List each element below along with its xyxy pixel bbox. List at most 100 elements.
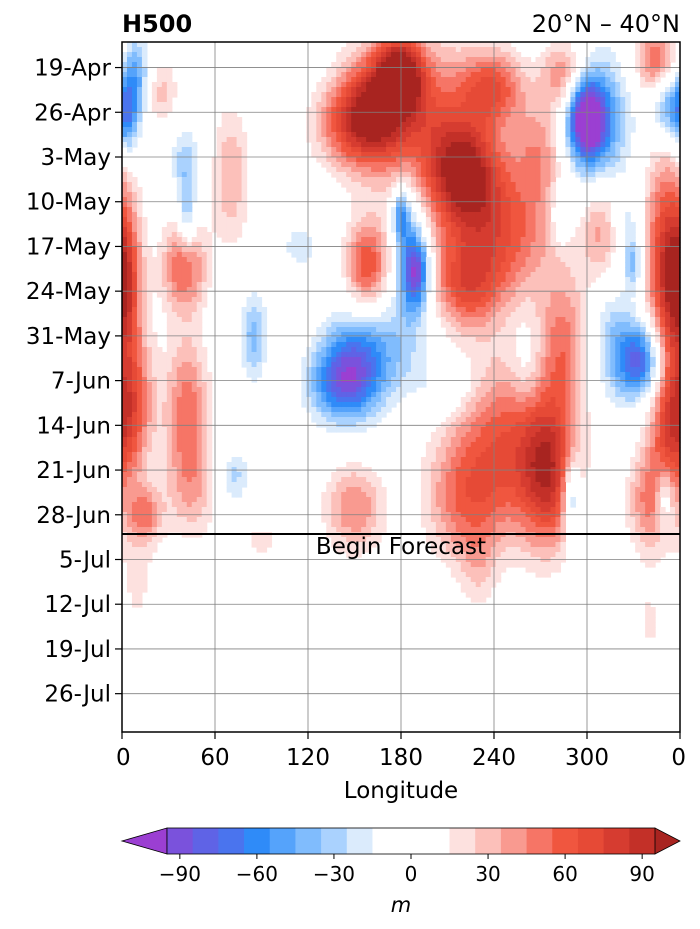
anomaly-cell <box>475 337 482 343</box>
anomaly-cell <box>176 147 183 153</box>
anomaly-cell <box>600 157 606 163</box>
anomaly-cell <box>590 232 596 238</box>
anomaly-cell <box>351 367 357 373</box>
anomaly-cell <box>361 142 367 148</box>
anomaly-cell <box>515 57 522 63</box>
anomaly-cell <box>595 92 601 98</box>
anomaly-cell <box>131 107 138 113</box>
anomaly-cell <box>545 327 552 333</box>
anomaly-cell <box>450 62 457 68</box>
anomaly-cell <box>136 267 143 273</box>
anomaly-cell <box>151 357 158 363</box>
anomaly-cell <box>381 202 387 208</box>
anomaly-cell <box>376 192 382 198</box>
anomaly-cell <box>151 82 158 88</box>
anomaly-cell <box>440 87 447 93</box>
anomaly-cell <box>425 162 432 168</box>
anomaly-cell <box>336 122 342 128</box>
anomaly-cell <box>231 217 238 223</box>
anomaly-cell <box>470 297 477 303</box>
anomaly-cell <box>545 72 552 78</box>
anomaly-cell <box>530 107 537 113</box>
anomaly-cell <box>535 202 542 208</box>
anomaly-cell <box>585 172 591 178</box>
anomaly-cell <box>231 152 238 158</box>
anomaly-cell <box>256 347 263 353</box>
anomaly-cell <box>545 92 552 98</box>
anomaly-cell <box>520 197 527 203</box>
anomaly-cell <box>376 227 382 233</box>
anomaly-cell <box>306 347 312 353</box>
anomaly-cell <box>445 52 452 58</box>
anomaly-cell <box>655 177 661 183</box>
anomaly-cell <box>366 47 372 53</box>
anomaly-cell <box>490 72 497 78</box>
anomaly-cell <box>625 282 631 288</box>
anomaly-cell <box>136 257 143 263</box>
anomaly-cell <box>301 357 307 363</box>
anomaly-cell <box>435 187 442 193</box>
anomaly-cell <box>545 277 552 283</box>
anomaly-cell <box>570 162 576 168</box>
anomaly-cell <box>605 357 611 363</box>
anomaly-cell <box>565 122 571 128</box>
anomaly-cell <box>525 187 532 193</box>
anomaly-cell <box>336 112 342 118</box>
anomaly-cell <box>535 127 542 133</box>
anomaly-cell <box>470 362 477 368</box>
anomaly-cell <box>415 197 422 203</box>
anomaly-cell <box>445 152 452 158</box>
anomaly-cell <box>445 57 452 63</box>
anomaly-cell <box>211 207 218 213</box>
anomaly-cell <box>171 237 178 243</box>
anomaly-cell <box>645 77 651 83</box>
anomaly-cell <box>366 147 372 153</box>
anomaly-cell <box>376 332 382 338</box>
anomaly-cell <box>485 377 492 383</box>
anomaly-cell <box>415 342 422 348</box>
anomaly-cell <box>550 292 557 298</box>
anomaly-cell <box>605 352 611 358</box>
anomaly-cell <box>226 157 233 163</box>
anomaly-cell <box>251 342 258 348</box>
anomaly-cell <box>670 47 676 53</box>
anomaly-cell <box>356 77 362 83</box>
anomaly-cell <box>221 112 228 118</box>
anomaly-cell <box>181 182 188 188</box>
anomaly-cell <box>675 127 681 133</box>
anomaly-cell <box>645 62 651 68</box>
anomaly-cell <box>655 312 661 318</box>
anomaly-cell <box>401 67 407 73</box>
anomaly-cell <box>410 372 417 378</box>
anomaly-cell <box>625 127 631 133</box>
anomaly-cell <box>321 162 327 168</box>
anomaly-cell <box>371 87 377 93</box>
anomaly-cell <box>490 342 497 348</box>
anomaly-cell <box>515 377 522 383</box>
anomaly-cell <box>126 147 133 153</box>
anomaly-cell <box>595 122 601 128</box>
anomaly-cell <box>470 167 477 173</box>
anomaly-cell <box>550 72 557 78</box>
anomaly-cell <box>550 192 557 198</box>
anomaly-cell <box>166 67 173 73</box>
anomaly-cell <box>346 127 352 133</box>
anomaly-cell <box>131 52 138 58</box>
anomaly-cell <box>166 347 173 353</box>
anomaly-cell <box>131 207 138 213</box>
anomaly-cell <box>580 97 586 103</box>
anomaly-cell <box>450 237 457 243</box>
anomaly-cell <box>655 237 661 243</box>
anomaly-cell <box>585 127 591 133</box>
anomaly-cell <box>316 122 322 128</box>
anomaly-cell <box>465 137 472 143</box>
anomaly-cell <box>465 297 472 303</box>
anomaly-cell <box>675 312 681 318</box>
anomaly-cell <box>500 317 507 323</box>
anomaly-cell <box>475 127 482 133</box>
anomaly-cell <box>196 247 203 253</box>
anomaly-cell <box>346 272 352 278</box>
anomaly-cell <box>181 167 188 173</box>
anomaly-cell <box>236 157 243 163</box>
anomaly-cell <box>131 377 138 383</box>
